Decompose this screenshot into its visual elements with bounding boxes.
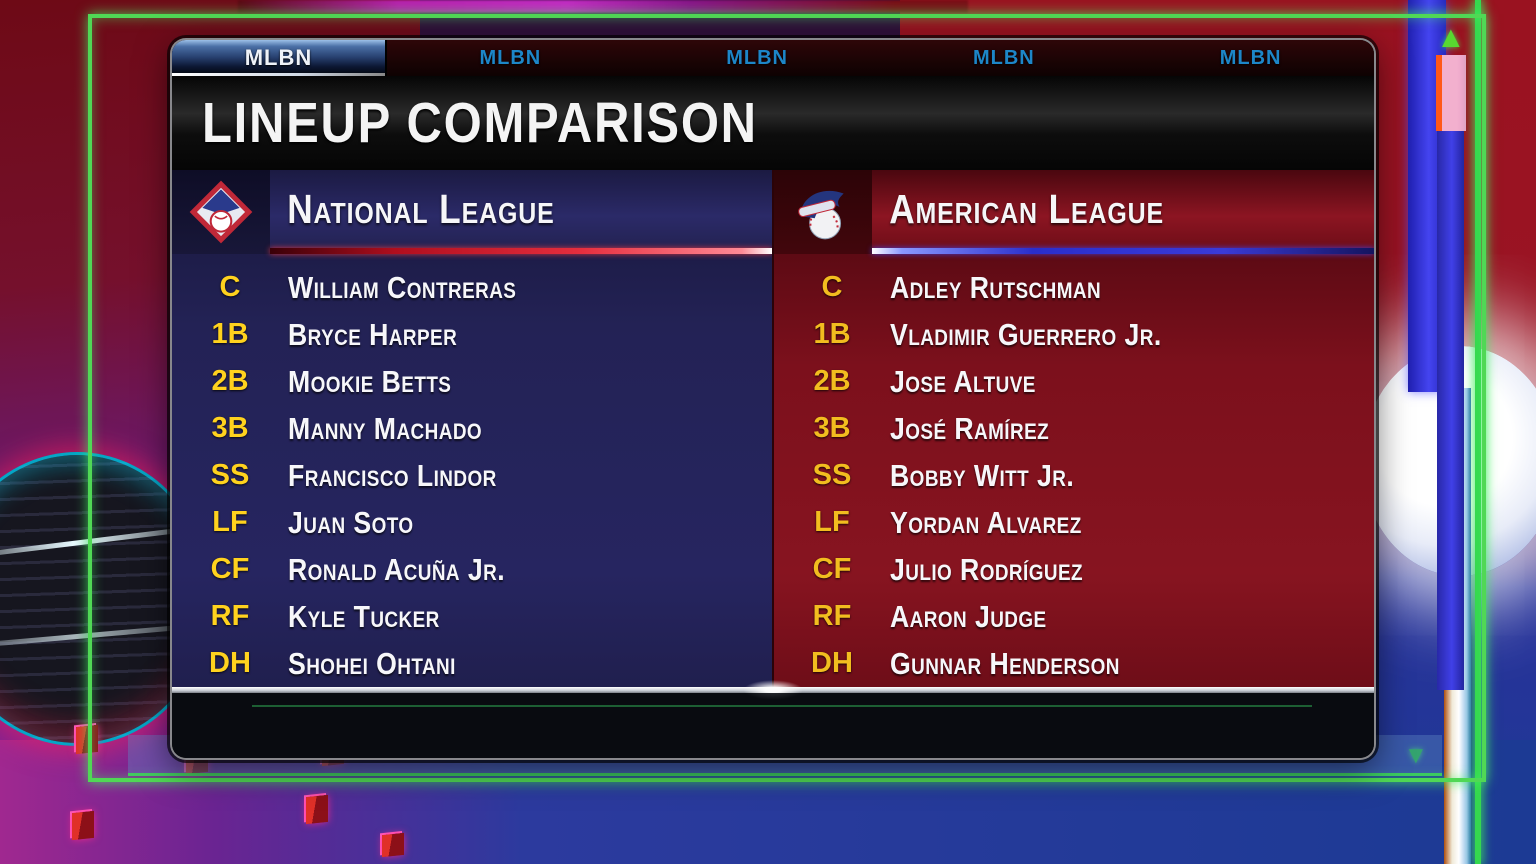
player-name: Yordan Alvarez (890, 504, 1082, 540)
nl-header-band: National League (270, 170, 772, 254)
tab-mlbn-5[interactable]: MLBN (1127, 40, 1374, 76)
player-name: Francisco Lindor (288, 457, 497, 493)
al-logo-box (774, 170, 872, 254)
scroll-down-arrow-icon[interactable]: ▼ (1404, 742, 1428, 769)
player-name: Bryce Harper (288, 316, 458, 352)
position-label: C (821, 271, 843, 303)
player-name: Bobby Witt Jr. (890, 457, 1075, 493)
tab-label: MLBN (244, 45, 313, 70)
position-label: SS (210, 459, 250, 491)
player-name: Vladimir Guerrero Jr. (890, 316, 1162, 352)
footer-green-line (252, 705, 1312, 707)
nl-logo-box (172, 170, 270, 254)
player-name: Jose Altuve (890, 363, 1036, 399)
position-label: 3B (813, 412, 851, 444)
tab-mlbn-4[interactable]: MLBN (881, 40, 1128, 76)
tab-label: MLBN (726, 46, 788, 69)
player-name: Juan Soto (288, 504, 414, 540)
position-label: DH (811, 647, 853, 679)
nl-lineup-list: C William Contreras 1B Bryce Harper 2B Mook… (172, 254, 772, 687)
player-name: Gunnar Henderson (890, 645, 1120, 681)
player-name: Julio Rodríguez (890, 551, 1083, 587)
scrollbar-thumb[interactable] (1436, 55, 1466, 131)
position-label: RF (210, 600, 250, 632)
al-lineup-list: C Adley Rutschman 1B Vladimir Guerrero Jr.… (774, 254, 1374, 687)
lineup-row: RF Aaron Judge (774, 593, 1374, 640)
player-name: Ronald Acuña Jr. (288, 551, 506, 587)
position-label: DH (209, 647, 251, 679)
position-label: C (219, 271, 241, 303)
player-name: Aaron Judge (890, 598, 1047, 634)
league-columns: National League C William Contreras 1B Bry… (172, 170, 1374, 687)
league-name-american: American League (889, 185, 1164, 232)
player-name: Kyle Tucker (288, 598, 440, 634)
nl-accent-line (270, 248, 772, 254)
scroll-up-arrow-icon[interactable]: ▲ (1436, 21, 1466, 54)
red-cube-decoration (72, 810, 94, 841)
position-label: 3B (211, 412, 249, 444)
position-label: LF (212, 506, 248, 538)
lineup-row: DH Shohei Ohtani (172, 640, 772, 687)
league-name-national: National League (287, 185, 555, 232)
player-name: William Contreras (288, 269, 517, 305)
tab-label: MLBN (972, 46, 1035, 69)
lineup-row: LF Juan Soto (172, 499, 772, 546)
red-cube-decoration (306, 794, 328, 825)
al-header-band: American League (872, 170, 1374, 254)
red-cube-decoration (382, 832, 404, 858)
lineup-row: CF Ronald Acuña Jr. (172, 546, 772, 593)
lineup-row: 3B Manny Machado (172, 405, 772, 452)
lineup-row: C Adley Rutschman (774, 264, 1374, 311)
lineup-row: LF Yordan Alvarez (774, 499, 1374, 546)
tab-mlbn-1[interactable]: MLBN (172, 40, 387, 76)
title-bar: LINEUP COMPARISON (172, 76, 1374, 170)
tab-mlbn-3[interactable]: MLBN (634, 40, 881, 76)
lineup-row: SS Bobby Witt Jr. (774, 452, 1374, 499)
lineup-row: C William Contreras (172, 264, 772, 311)
page-title: LINEUP COMPARISON (202, 91, 758, 155)
position-label: 1B (211, 318, 249, 350)
tab-mlbn-2[interactable]: MLBN (387, 40, 634, 76)
panel-footer (172, 693, 1374, 758)
position-label: CF (210, 553, 250, 585)
tab-label: MLBN (1219, 46, 1282, 69)
al-logo-icon (798, 190, 844, 240)
american-league-column: American League C Adley Rutschman 1B Vladi… (772, 170, 1374, 687)
lineup-row: CF Julio Rodríguez (774, 546, 1374, 593)
al-accent-line (872, 248, 1374, 254)
national-league-column: National League C William Contreras 1B Bry… (172, 170, 772, 687)
lineup-row: 2B Mookie Betts (172, 358, 772, 405)
tab-label: MLBN (479, 46, 542, 69)
position-label: CF (812, 553, 852, 585)
magenta-light-strip (238, 0, 968, 13)
lineup-row: RF Kyle Tucker (172, 593, 772, 640)
position-label: 2B (211, 365, 249, 397)
green-neon-line (1475, 0, 1481, 864)
position-label: SS (812, 459, 852, 491)
player-name: Manny Machado (288, 410, 483, 446)
position-label: RF (812, 600, 852, 632)
scrollbar-track[interactable] (1437, 128, 1464, 690)
lineup-row: SS Francisco Lindor (172, 452, 772, 499)
channel-tab-bar: MLBN MLBN MLBN MLBN MLBN (172, 40, 1374, 76)
player-name: Mookie Betts (288, 363, 452, 399)
position-label: 1B (813, 318, 851, 350)
american-league-header: American League (774, 170, 1374, 254)
studio-background-bottom (0, 740, 1536, 864)
player-name: Adley Rutschman (890, 269, 1102, 305)
lineup-row: 1B Vladimir Guerrero Jr. (774, 311, 1374, 358)
nl-logo-icon (189, 180, 253, 244)
player-name: José Ramírez (890, 410, 1050, 446)
lineup-row: 3B José Ramírez (774, 405, 1374, 452)
position-label: LF (814, 506, 850, 538)
lineup-comparison-panel: MLBN MLBN MLBN MLBN MLBN LINEUP COMPARIS… (170, 38, 1376, 760)
national-league-header: National League (172, 170, 772, 254)
player-name: Shohei Ohtani (288, 645, 456, 681)
lineup-row: DH Gunnar Henderson (774, 640, 1374, 687)
lineup-row: 1B Bryce Harper (172, 311, 772, 358)
green-neon-frame (88, 14, 1486, 782)
lineup-row: 2B Jose Altuve (774, 358, 1374, 405)
position-label: 2B (813, 365, 851, 397)
